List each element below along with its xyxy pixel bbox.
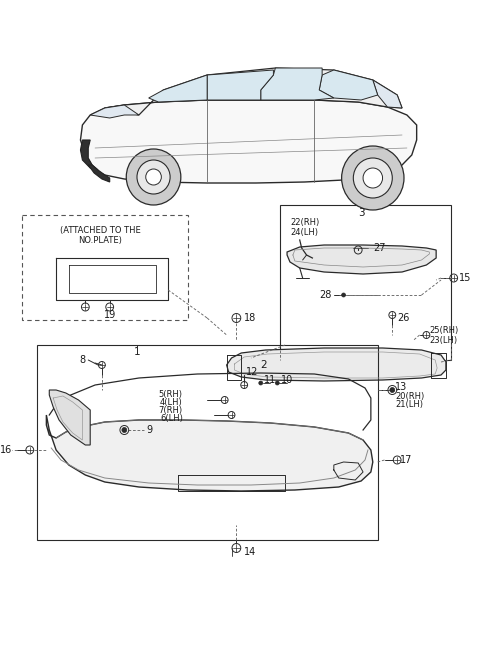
Polygon shape (319, 70, 378, 100)
Text: 10: 10 (281, 375, 293, 385)
Text: 7(RH): 7(RH) (159, 407, 183, 415)
Text: 23(LH): 23(LH) (429, 335, 457, 344)
Text: 27: 27 (373, 243, 385, 253)
Circle shape (259, 381, 263, 385)
Text: 11: 11 (264, 375, 276, 385)
Bar (280, 205, 451, 360)
Polygon shape (105, 68, 402, 115)
Text: 4(LH): 4(LH) (160, 398, 183, 407)
Text: 20(RH): 20(RH) (395, 392, 424, 401)
Polygon shape (81, 100, 417, 183)
Polygon shape (227, 348, 446, 381)
Text: 9: 9 (147, 425, 153, 435)
Circle shape (137, 160, 170, 194)
Text: 3: 3 (358, 208, 365, 218)
Text: 18: 18 (244, 313, 256, 323)
Polygon shape (287, 245, 436, 274)
Text: 2: 2 (261, 360, 267, 370)
Text: 12: 12 (246, 367, 259, 377)
Circle shape (342, 293, 346, 297)
Text: 17: 17 (400, 455, 412, 465)
Bar (22, 215, 188, 320)
Circle shape (390, 388, 395, 392)
Polygon shape (47, 415, 373, 491)
Polygon shape (207, 70, 274, 100)
Circle shape (353, 158, 392, 198)
Text: 26: 26 (397, 313, 409, 323)
Text: 6(LH): 6(LH) (160, 415, 183, 424)
Polygon shape (261, 68, 334, 100)
Text: NO.PLATE): NO.PLATE) (78, 236, 122, 245)
Text: 15: 15 (458, 273, 471, 283)
Text: 13: 13 (395, 382, 408, 392)
Text: 16: 16 (0, 445, 12, 455)
Circle shape (363, 168, 383, 188)
Circle shape (276, 381, 279, 385)
Text: 5(RH): 5(RH) (159, 390, 183, 400)
Text: 14: 14 (244, 547, 256, 557)
Polygon shape (373, 80, 402, 108)
Bar (36, 345, 378, 540)
Polygon shape (49, 390, 90, 445)
Circle shape (126, 149, 181, 205)
Text: (ATTACHED TO THE: (ATTACHED TO THE (60, 226, 140, 234)
Text: 19: 19 (104, 310, 116, 320)
Text: 25(RH): 25(RH) (429, 325, 458, 335)
Text: 21(LH): 21(LH) (395, 400, 423, 409)
Polygon shape (90, 105, 139, 118)
Circle shape (342, 146, 404, 210)
Text: 1: 1 (134, 347, 141, 357)
Polygon shape (81, 140, 98, 170)
Polygon shape (149, 75, 207, 102)
Text: 24(LH): 24(LH) (290, 228, 318, 237)
Text: 28: 28 (319, 290, 332, 300)
Text: 22(RH): 22(RH) (290, 218, 319, 228)
Text: 8: 8 (79, 355, 85, 365)
Circle shape (122, 428, 127, 432)
Circle shape (146, 169, 161, 185)
Polygon shape (88, 165, 110, 182)
